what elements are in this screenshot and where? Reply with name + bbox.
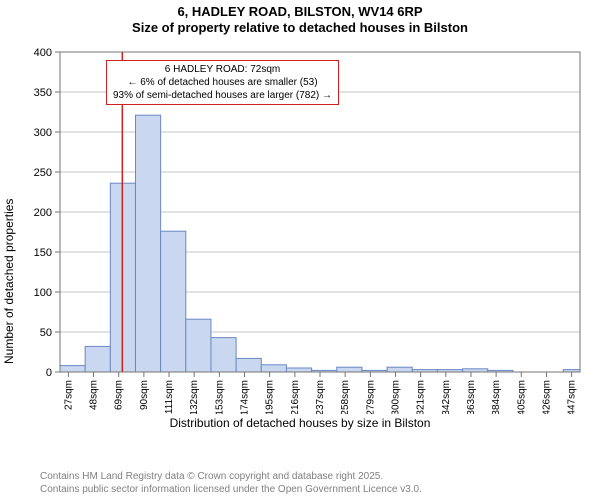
svg-text:216sqm: 216sqm: [290, 380, 301, 414]
annotation-line1: 6 HADLEY ROAD: 72sqm: [113, 63, 332, 76]
svg-text:69sqm: 69sqm: [114, 380, 125, 410]
x-axis-label: Distribution of detached houses by size …: [0, 416, 600, 430]
footer-line2: Contains public sector information licen…: [40, 484, 422, 497]
svg-text:400: 400: [34, 47, 52, 59]
svg-text:300: 300: [34, 127, 52, 139]
svg-text:48sqm: 48sqm: [89, 380, 100, 410]
footer-line1: Contains HM Land Registry data © Crown c…: [40, 471, 422, 484]
footer-attribution: Contains HM Land Registry data © Crown c…: [40, 471, 422, 496]
svg-text:153sqm: 153sqm: [214, 380, 225, 414]
svg-text:350: 350: [34, 87, 52, 99]
svg-text:150: 150: [34, 247, 52, 259]
annotation-line2: ← 6% of detached houses are smaller (53): [113, 76, 332, 89]
svg-text:90sqm: 90sqm: [139, 380, 150, 410]
svg-text:195sqm: 195sqm: [265, 380, 276, 414]
svg-text:426sqm: 426sqm: [541, 380, 552, 414]
svg-text:405sqm: 405sqm: [516, 380, 527, 414]
y-axis-label: Number of detached properties: [2, 199, 16, 364]
svg-text:237sqm: 237sqm: [315, 380, 326, 414]
svg-text:0: 0: [46, 367, 52, 379]
annotation-box: 6 HADLEY ROAD: 72sqm ← 6% of detached ho…: [106, 60, 339, 105]
svg-text:279sqm: 279sqm: [365, 380, 376, 414]
svg-text:174sqm: 174sqm: [240, 380, 251, 414]
svg-text:258sqm: 258sqm: [340, 380, 351, 414]
svg-text:250: 250: [34, 167, 52, 179]
svg-text:200: 200: [34, 207, 52, 219]
svg-text:300sqm: 300sqm: [390, 380, 401, 414]
svg-text:100: 100: [34, 287, 52, 299]
chart-title-line1: 6, HADLEY ROAD, BILSTON, WV14 6RP: [0, 4, 600, 20]
svg-text:50: 50: [40, 327, 52, 339]
chart-title-line2: Size of property relative to detached ho…: [0, 20, 600, 36]
svg-text:384sqm: 384sqm: [491, 380, 502, 414]
svg-text:363sqm: 363sqm: [466, 380, 477, 414]
svg-text:111sqm: 111sqm: [164, 380, 175, 414]
chart-title-block: 6, HADLEY ROAD, BILSTON, WV14 6RP Size o…: [0, 0, 600, 37]
svg-text:447sqm: 447sqm: [567, 380, 578, 414]
annotation-line3: 93% of semi-detached houses are larger (…: [113, 89, 332, 102]
svg-text:342sqm: 342sqm: [441, 380, 452, 414]
svg-text:27sqm: 27sqm: [63, 380, 74, 410]
svg-text:321sqm: 321sqm: [416, 380, 427, 414]
chart-area: Number of detached properties 0 50 100 150 2…: [0, 44, 600, 444]
svg-text:132sqm: 132sqm: [189, 380, 200, 414]
